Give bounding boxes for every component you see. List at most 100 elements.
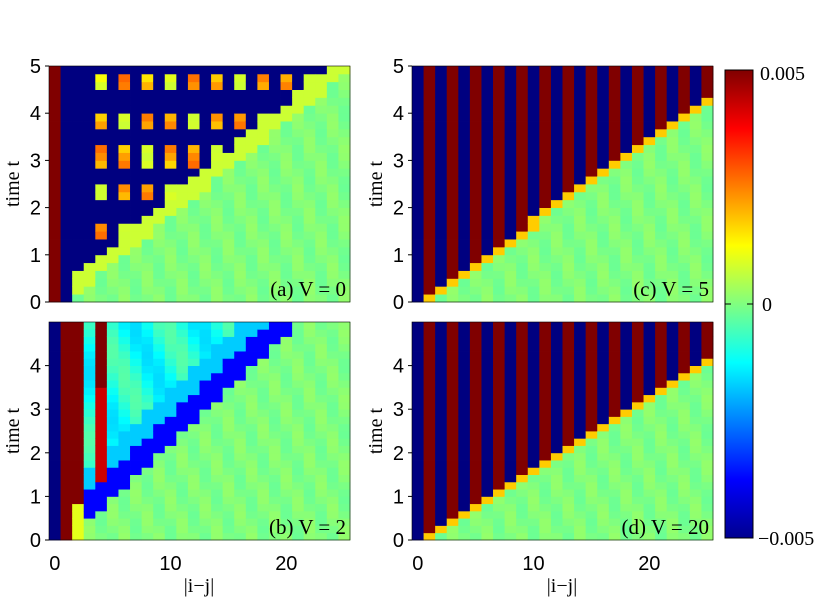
heatmap-cell [199,532,212,541]
x-axis-label: |i−j| [547,575,577,597]
heatmap-cell [176,144,189,153]
heatmap-cell [585,176,598,185]
heatmap-cell [130,207,143,216]
heatmap-cell [458,343,471,352]
heatmap-cell [280,474,293,483]
heatmap-cell [678,503,691,512]
heatmap-cell [539,438,552,446]
heatmap-cell [106,199,119,208]
heatmap-cell [689,387,702,396]
heatmap-cell [315,81,328,90]
heatmap-cell [423,231,436,240]
heatmap-cell [130,89,143,98]
heatmap-cell [326,73,339,83]
heatmap-cell [527,66,540,75]
heatmap-cell [620,89,633,98]
heatmap-cell [516,128,529,138]
heatmap-cell [469,286,482,295]
heatmap-cell [574,215,587,224]
heatmap-cell [164,423,177,432]
heatmap-cell [60,460,73,468]
heatmap-cell [234,144,247,153]
heatmap-cell [701,372,714,381]
heatmap-cell [435,438,448,446]
heatmap-cell [211,481,224,490]
heatmap-cell [701,423,714,432]
heatmap-cell [176,460,189,468]
heatmap-cell [83,336,96,345]
heatmap-cell [585,474,598,483]
heatmap-cell [678,525,691,534]
heatmap-cell [60,113,73,122]
heatmap-cell [83,503,96,512]
heatmap-cell [423,380,436,388]
heatmap-cell [689,503,702,512]
heatmap-cell [469,168,482,177]
heatmap-cell [280,510,293,519]
heatmap-cell [504,532,517,541]
heatmap-cell [620,474,633,483]
heatmap-cell [678,199,691,208]
heatmap-cell [83,128,96,138]
heatmap-cell [292,254,305,264]
heatmap-cell [234,503,247,512]
heatmap-cell [504,105,517,114]
heatmap-cell [666,207,679,216]
heatmap-cell [49,481,61,490]
heatmap-cell [199,223,212,232]
heatmap-cell [187,358,200,366]
heatmap-cell [268,322,281,330]
heatmap-cell [631,270,644,279]
heatmap-cell [338,380,351,388]
heatmap-cell [689,73,702,83]
heatmap-cell [199,467,212,475]
heatmap-cell [435,460,448,468]
heatmap-cell [187,431,200,439]
heatmap-cell [574,387,587,396]
heatmap-cell [620,372,633,381]
heatmap-cell [153,431,166,439]
heatmap-cell [106,401,119,410]
heatmap-cell [268,409,281,417]
heatmap-cell [72,152,85,161]
heatmap-cell [234,128,247,138]
heatmap-cell [689,481,702,490]
heatmap-cell [597,286,610,295]
heatmap-cell [245,503,258,512]
heatmap-cell [597,322,610,330]
heatmap-cell [141,113,154,122]
heatmap-cell [446,136,459,146]
heatmap-cell [315,199,328,208]
heatmap-cell [326,380,339,388]
heatmap-cell [435,184,448,193]
heatmap-cell [83,438,96,446]
heatmap-cell [493,278,506,287]
heatmap-cell [315,294,328,303]
heatmap-cell [562,246,575,256]
heatmap-cell [620,199,633,208]
heatmap-cell [280,467,293,475]
heatmap-cell [539,351,552,359]
heatmap-cell [83,176,96,185]
heatmap-cell [469,343,482,352]
heatmap-cell [574,246,587,256]
heatmap-cell [83,73,96,83]
heatmap-cell [187,481,200,490]
heatmap-cell [516,431,529,439]
heatmap-cell [338,176,351,185]
heatmap-cell [60,510,73,519]
heatmap-cell [199,380,212,388]
heatmap-cell [458,387,471,396]
heatmap-cell [655,152,668,161]
heatmap-cell [106,152,119,161]
heatmap-cell [72,66,85,75]
heatmap-cell [106,254,119,264]
heatmap-cell [222,496,235,505]
heatmap-cell [493,445,506,454]
heatmap-cell [469,474,482,483]
heatmap-cell [130,532,143,541]
heatmap-cell [701,481,714,490]
heatmap-cell [141,401,154,410]
heatmap-cell [597,105,610,114]
heatmap-cell [83,489,96,497]
